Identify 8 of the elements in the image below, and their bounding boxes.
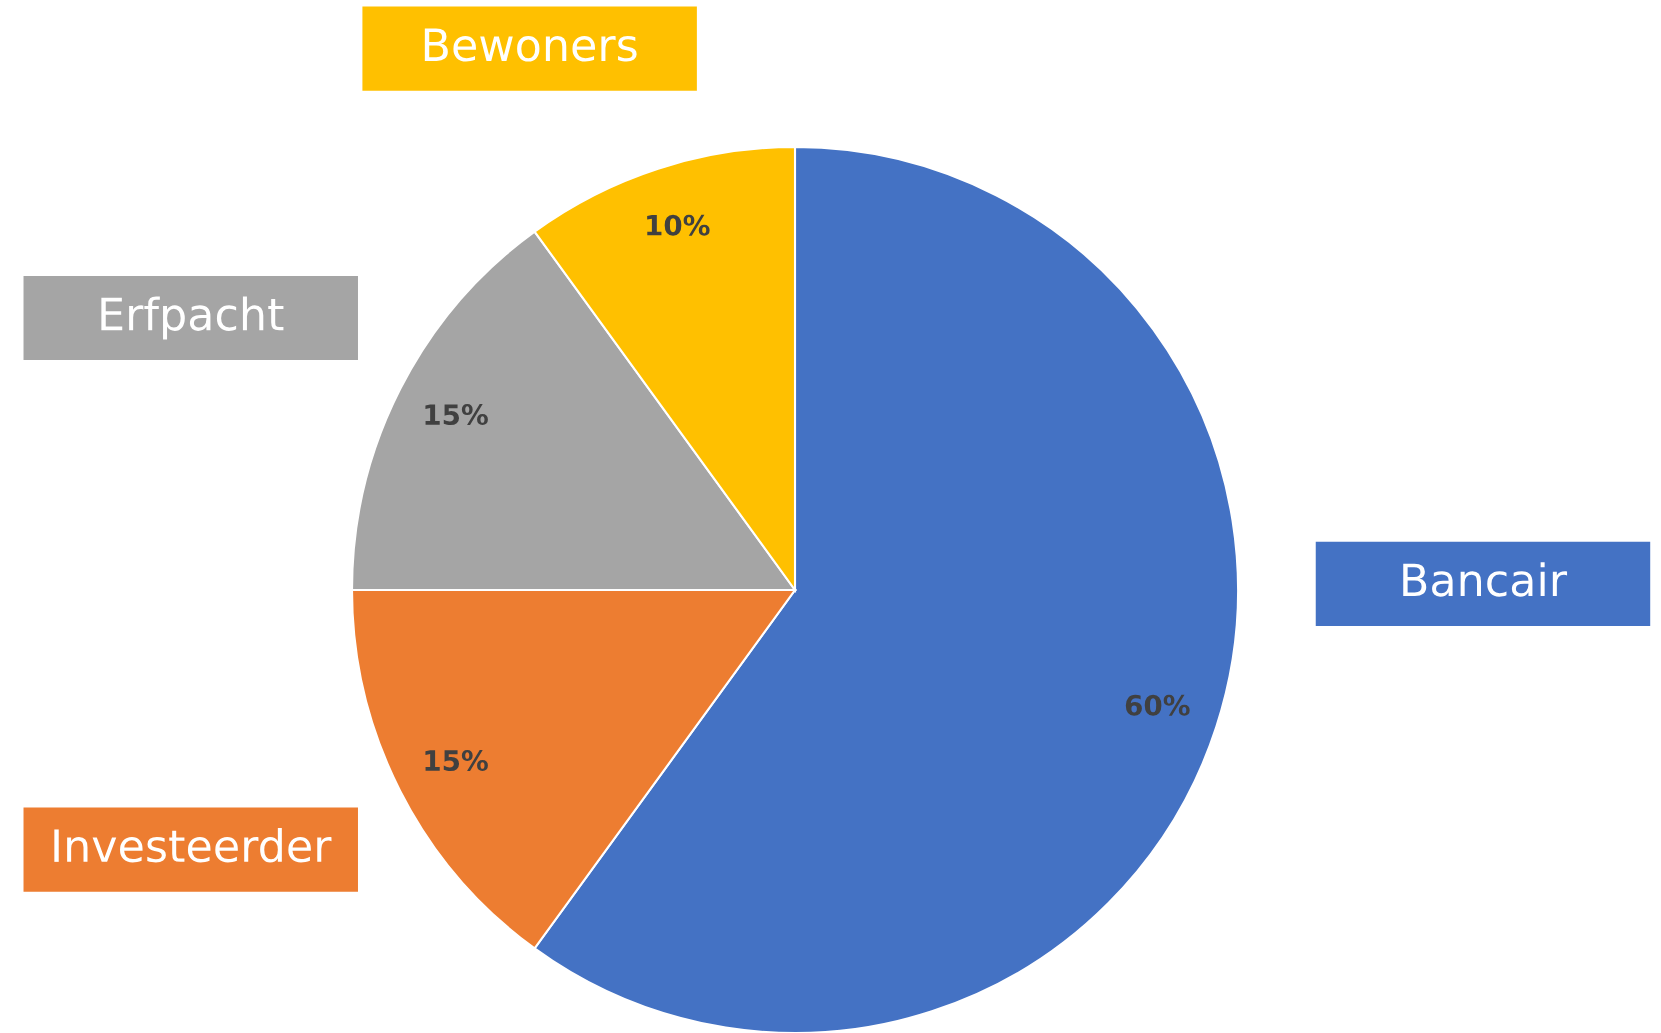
slice-label: Bancair bbox=[1403, 562, 1568, 597]
slice-label: Investeerder bbox=[54, 828, 332, 863]
slice-label: Erfpacht bbox=[101, 296, 284, 340]
data-label: 10% bbox=[647, 214, 710, 236]
data-label: 15% bbox=[425, 750, 488, 772]
data-label: 15% bbox=[425, 404, 488, 426]
slice-label: Bewoners bbox=[424, 28, 637, 62]
data-label: 60% bbox=[1125, 694, 1190, 716]
